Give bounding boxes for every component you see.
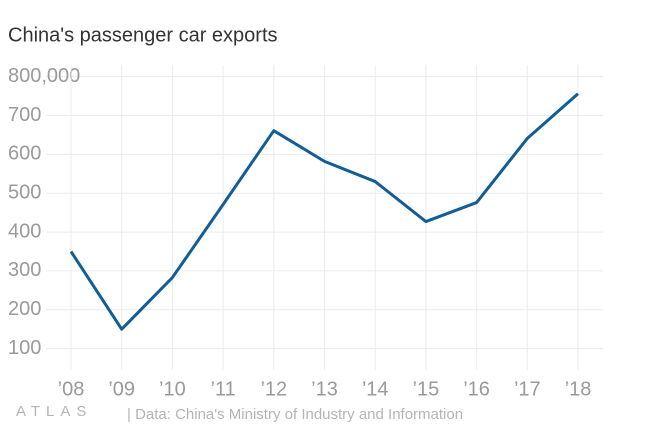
x-tick-label: ’13 — [311, 378, 338, 400]
x-tick-label: ’11 — [210, 378, 235, 400]
y-tick-label: 400 — [8, 220, 41, 242]
y-tick-label: 500 — [8, 181, 41, 203]
y-tick-label: 800,000 — [8, 65, 80, 87]
x-tick-label: ’08 — [58, 378, 85, 400]
x-tick-label: ’09 — [108, 378, 135, 400]
x-tick-label: ’14 — [362, 378, 389, 400]
logo: ATLAS — [16, 403, 92, 420]
y-tick-label: 700 — [8, 104, 41, 126]
x-tick-label: ’16 — [463, 378, 490, 400]
line — [69, 92, 579, 331]
y-tick-label: 300 — [8, 259, 41, 281]
x-tick-label: ’17 — [514, 378, 541, 400]
y-tick-label: 200 — [8, 298, 41, 320]
y-tick-label: 600 — [8, 143, 41, 165]
x-tick-label: ’10 — [159, 378, 186, 400]
x-tick-label: ’15 — [413, 378, 440, 400]
x-tick-label: ’12 — [260, 378, 287, 400]
source: | Data: China's Ministry of Industry and… — [127, 406, 463, 423]
x-tick-label: ’18 — [565, 378, 592, 400]
chart-title: China's passenger car exports — [8, 24, 278, 46]
y-tick-label: 100 — [8, 337, 41, 359]
